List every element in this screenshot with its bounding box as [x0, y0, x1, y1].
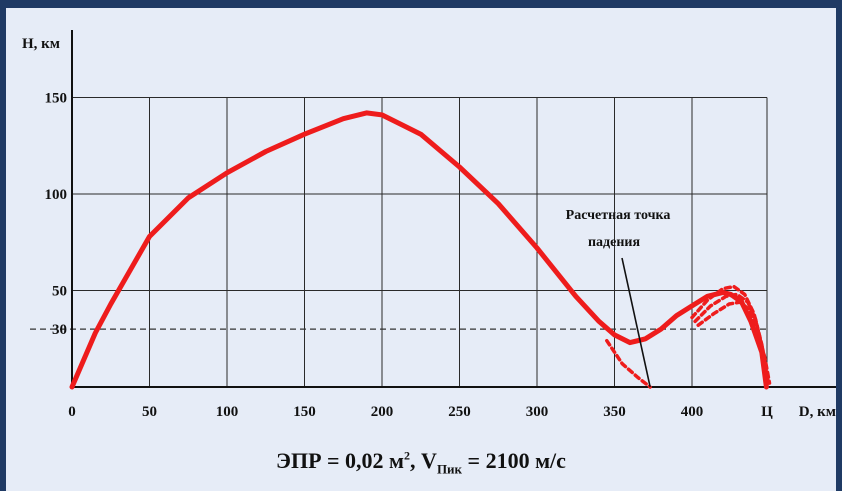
- trajectory-main: [69, 110, 769, 390]
- x-tick-label: 0: [68, 404, 76, 420]
- x-tick-label: 100: [216, 404, 239, 420]
- x-axis-label: D, км: [799, 404, 836, 420]
- y-tick-label: 50: [52, 284, 67, 300]
- x-tick-label: 250: [448, 404, 471, 420]
- x-tick-label: 300: [526, 404, 549, 420]
- trajectory-dashed: [690, 284, 769, 385]
- trajectory-dashed: [696, 300, 772, 385]
- x-tick-label: 150: [293, 404, 316, 420]
- x-tick-label: 50: [142, 404, 157, 420]
- annotation-pointer: [621, 257, 651, 388]
- x-end-marker-label: Ц: [761, 404, 773, 420]
- chart-caption: ЭПР = 0,02 м2, VПик = 2100 м/с: [276, 448, 566, 477]
- y-tick-label: 30: [52, 322, 67, 338]
- x-tick-label: 350: [603, 404, 626, 420]
- y-axis-label: H, км: [22, 36, 60, 52]
- annotation-text-line2: падения: [588, 235, 640, 250]
- x-tick-label: 400: [681, 404, 704, 420]
- trajectory-dashed: [605, 338, 652, 389]
- annotation-text-line1: Расчетная точка: [566, 208, 671, 223]
- x-tick-label: 200: [371, 404, 394, 420]
- y-tick-label: 100: [45, 187, 68, 203]
- y-tick-label: 150: [45, 91, 68, 107]
